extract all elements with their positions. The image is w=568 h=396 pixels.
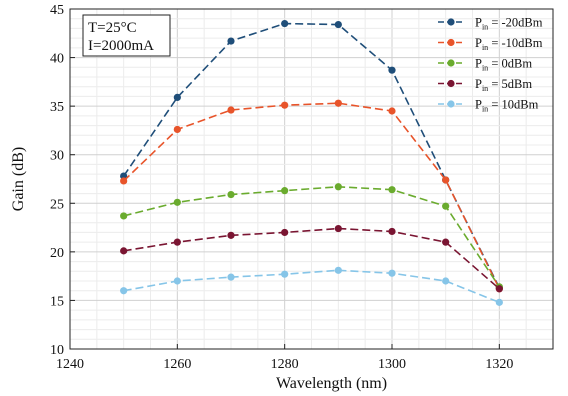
data-point-1 xyxy=(388,107,396,115)
data-point-4 xyxy=(442,277,450,285)
legend-marker-4 xyxy=(447,100,455,108)
data-point-3 xyxy=(334,224,342,233)
legend-label-3: Pin = 5dBm xyxy=(475,77,532,93)
data-point-2 xyxy=(388,186,396,194)
series-line-1 xyxy=(123,102,501,290)
series-line-2 xyxy=(123,185,500,288)
conditions-box-frame xyxy=(82,14,171,57)
grid xyxy=(69,8,554,350)
data-point-2 xyxy=(442,202,450,210)
data-point-1 xyxy=(227,106,235,114)
legend-label-1: Pin = -10dBm xyxy=(475,36,543,52)
data-point-4 xyxy=(120,287,128,295)
series-line-3 xyxy=(123,227,500,290)
x-tick-label: 1320 xyxy=(485,357,513,372)
data-point-3 xyxy=(173,238,181,246)
x-tick-label: 1300 xyxy=(378,357,406,372)
legend-marker-3 xyxy=(447,79,455,88)
y-axis-label: Gain (dB) xyxy=(10,147,27,211)
legend-marker-1 xyxy=(447,38,455,47)
data-point-3 xyxy=(120,247,128,255)
data-point-0 xyxy=(334,20,342,29)
data-point-1 xyxy=(120,177,128,185)
y-tick-label: 25 xyxy=(50,197,64,212)
data-point-0 xyxy=(281,19,289,28)
y-tick-label: 30 xyxy=(50,149,64,164)
data-point-2 xyxy=(334,183,342,191)
legend-label-2: Pin = 0dBm xyxy=(475,57,532,73)
y-tick-label: 35 xyxy=(50,100,64,115)
data-point-2 xyxy=(281,187,289,195)
data-point-3 xyxy=(281,228,289,237)
x-tick-label: 1260 xyxy=(163,357,191,372)
plot-frame xyxy=(69,8,554,350)
condition-temperature: T=25°C xyxy=(88,20,137,36)
condition-current: I=2000mA xyxy=(88,38,154,54)
x-axis: 1240 1260 1280 1300 1320 xyxy=(56,344,513,372)
data-point-4 xyxy=(281,270,289,278)
y-tick-label: 10 xyxy=(50,343,64,358)
data-point-0 xyxy=(227,37,235,45)
y-tick-label: 40 xyxy=(50,52,64,67)
y-tick-label: 15 xyxy=(50,294,64,309)
data-point-4 xyxy=(227,273,235,281)
series-line-0 xyxy=(123,22,501,289)
legend-label-0: Pin = -20dBm xyxy=(475,16,543,32)
x-tick-label: 1240 xyxy=(56,357,84,372)
data-point-0 xyxy=(388,66,396,74)
data-point-4 xyxy=(334,266,342,274)
conditions-box: T=25°C I=2000mA xyxy=(82,14,171,57)
data-point-3 xyxy=(495,285,503,293)
data-point-0 xyxy=(173,93,181,101)
legend-label-4: Pin = 10dBm xyxy=(475,98,539,114)
data-point-2 xyxy=(227,190,235,199)
x-tick-label: 1280 xyxy=(271,357,299,372)
series-line-4 xyxy=(123,269,500,304)
legend-marker-0 xyxy=(447,18,455,26)
x-axis-label: Wavelength (nm) xyxy=(276,375,387,392)
data-point-3 xyxy=(388,227,396,236)
data-point-4 xyxy=(495,298,503,306)
y-tick-label: 45 xyxy=(50,3,64,18)
data-point-4 xyxy=(173,277,181,285)
legend-marker-2 xyxy=(447,59,455,67)
data-point-3 xyxy=(227,231,235,239)
y-tick-label: 20 xyxy=(50,246,64,261)
series-group xyxy=(120,19,503,306)
data-point-1 xyxy=(281,101,289,109)
y-axis: 10 15 20 25 30 35 40 45 xyxy=(50,3,75,358)
data-point-2 xyxy=(173,198,181,206)
legend: Pin = -20dBm Pin = -10dBm Pin = 0dBm Pin = … xyxy=(438,16,543,114)
data-point-2 xyxy=(120,212,128,220)
data-point-1 xyxy=(173,125,181,134)
data-point-1 xyxy=(334,99,342,107)
data-point-4 xyxy=(388,269,396,277)
data-point-1 xyxy=(442,176,450,184)
data-point-3 xyxy=(442,238,450,246)
